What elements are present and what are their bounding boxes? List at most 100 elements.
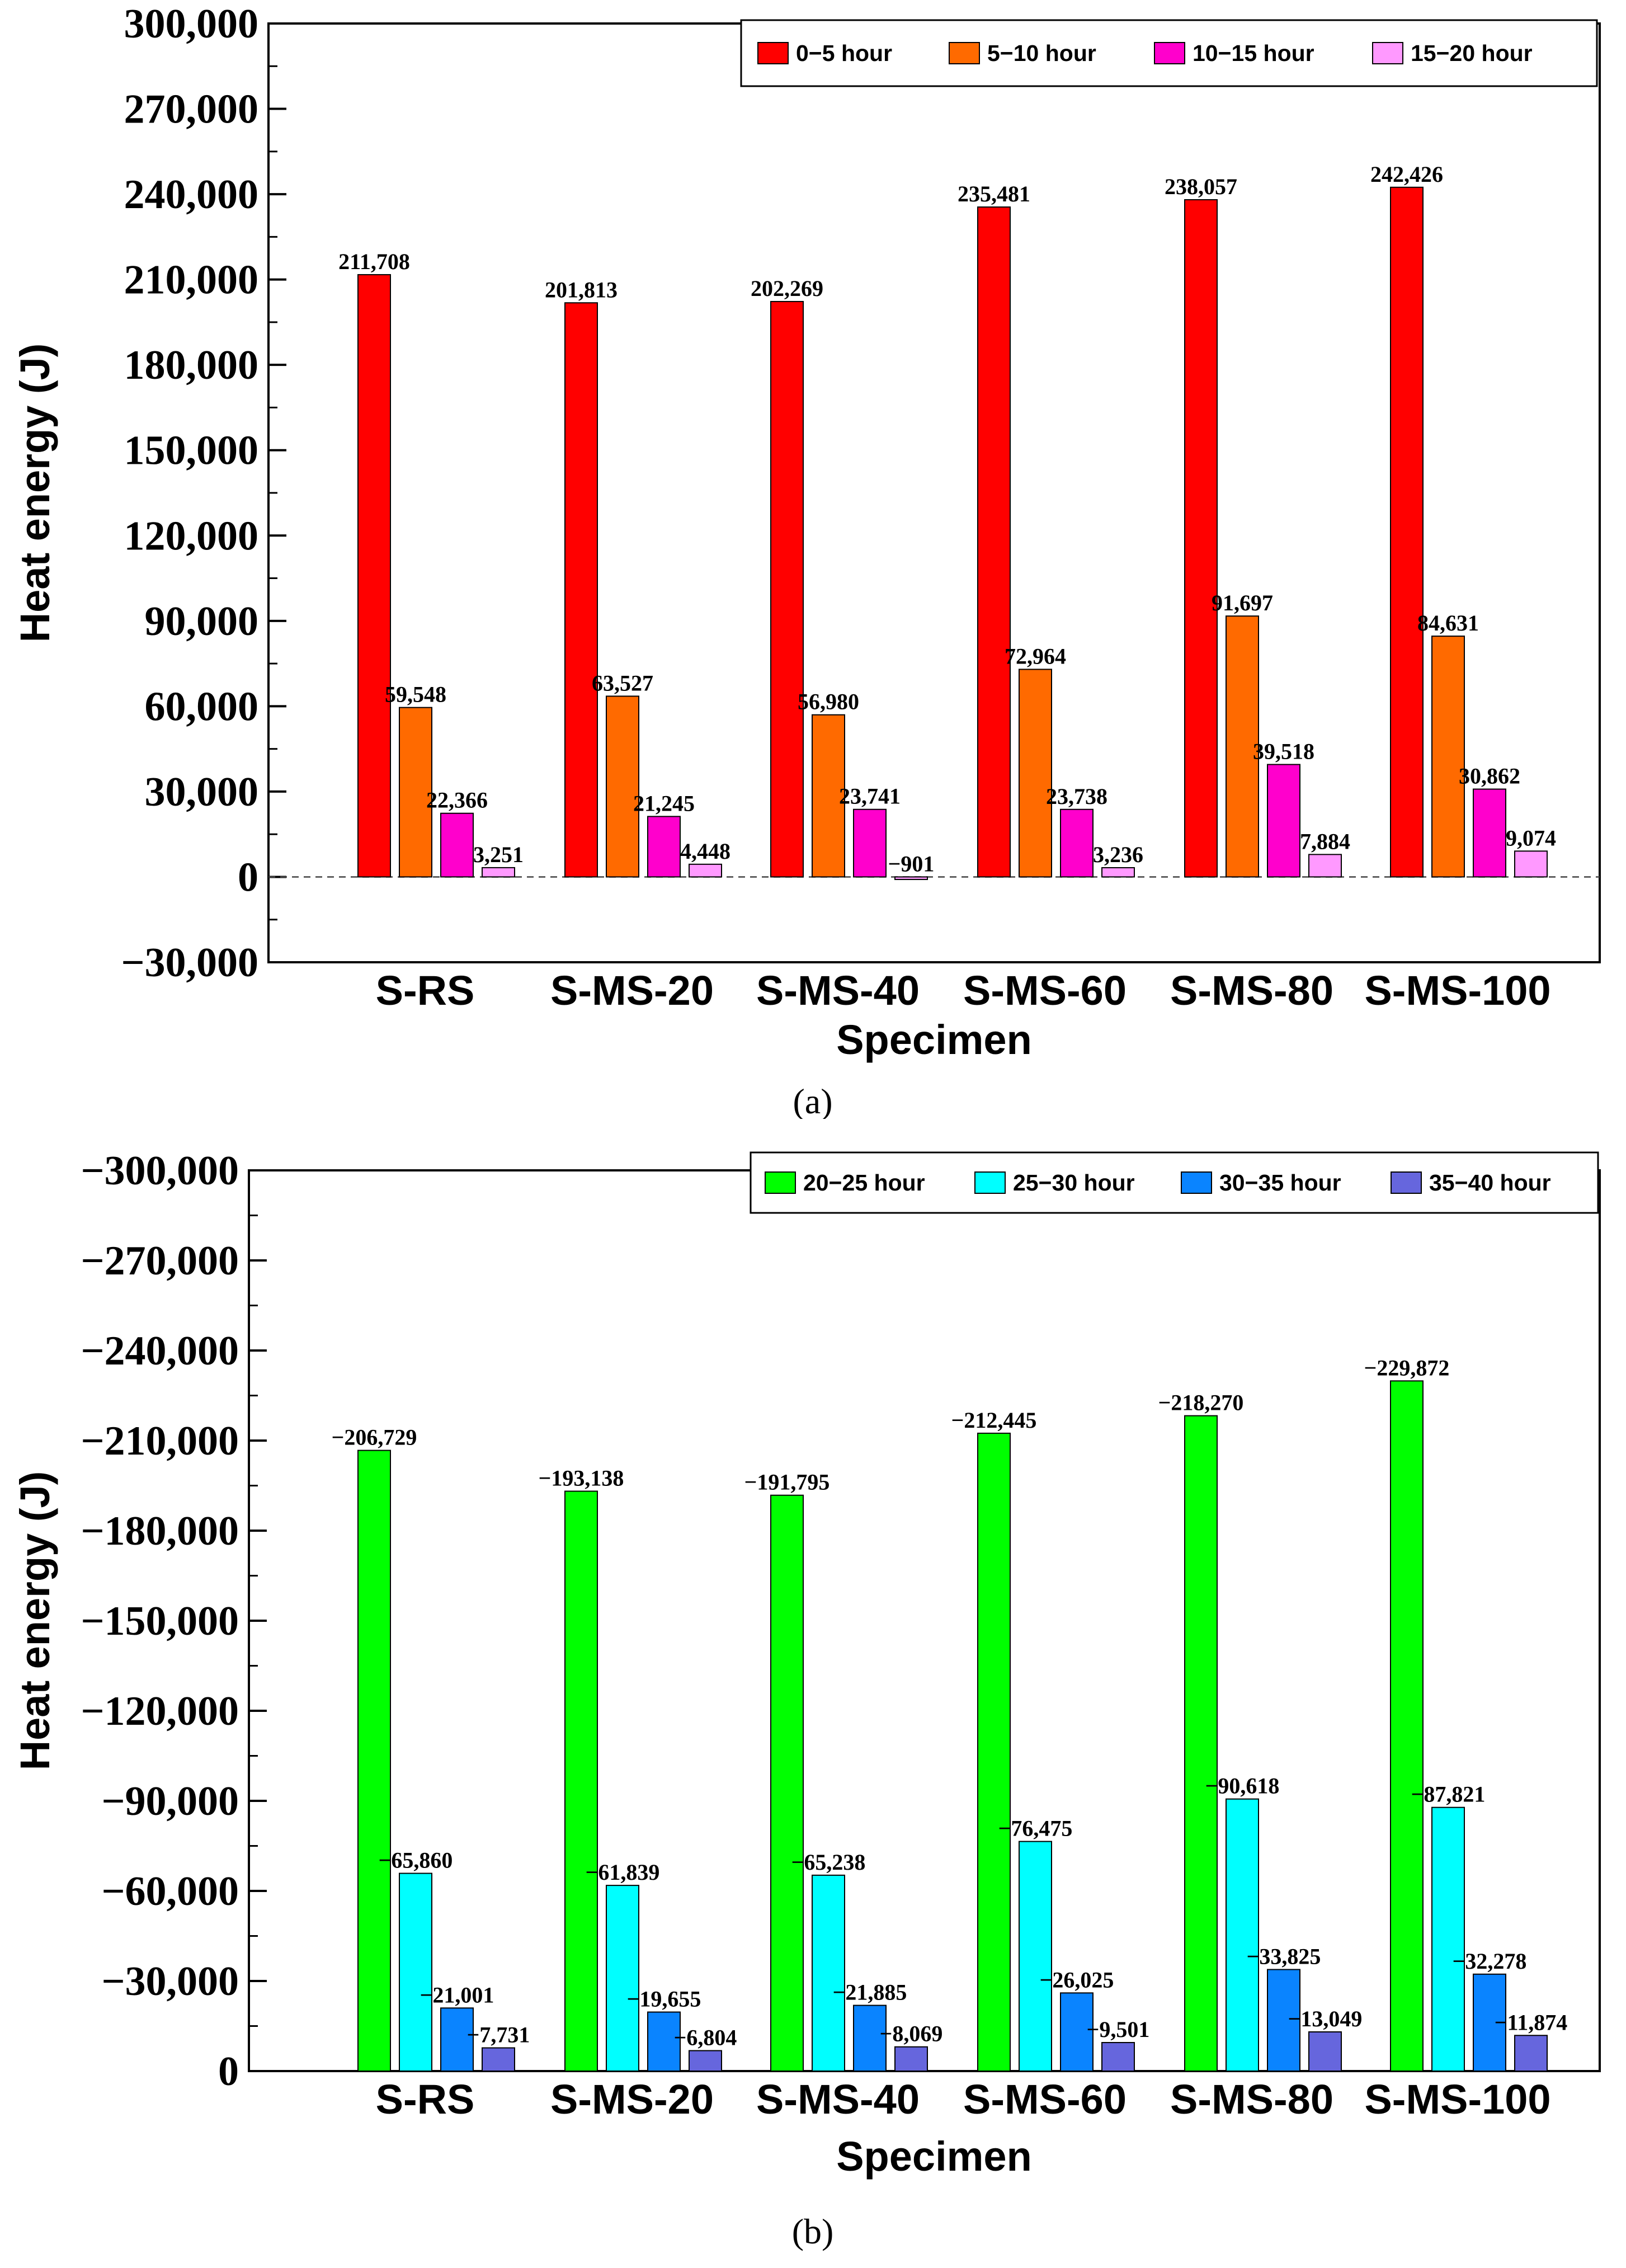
data-label: −90,618 xyxy=(1205,1773,1280,1799)
data-label: −8,069 xyxy=(880,2021,943,2046)
y-tick-label: −270,000 xyxy=(81,1238,239,1284)
bar xyxy=(853,808,887,878)
legend-label: 25−30 hour xyxy=(1013,1170,1135,1196)
bar xyxy=(564,302,598,878)
bar xyxy=(1267,1969,1300,2072)
bar xyxy=(1308,854,1342,878)
bar xyxy=(1019,1841,1052,2072)
bar xyxy=(812,714,845,878)
legend-swatch xyxy=(757,42,789,64)
data-label: −21,001 xyxy=(420,1982,494,2007)
y-tick-label: −240,000 xyxy=(81,1328,239,1374)
legend-label: 35−40 hour xyxy=(1429,1170,1551,1196)
bar xyxy=(440,2007,474,2072)
legend-label: 5−10 hour xyxy=(987,40,1096,66)
y-tick-label: −120,000 xyxy=(81,1688,239,1734)
bar xyxy=(1101,867,1135,878)
bar xyxy=(1184,1415,1218,2072)
y-tick-label: 270,000 xyxy=(124,87,259,133)
legend-label: 0−5 hour xyxy=(796,40,892,66)
y-tick-label: −30,000 xyxy=(121,940,258,986)
legend-swatch xyxy=(949,42,980,64)
bar xyxy=(399,707,432,878)
bar xyxy=(606,1885,639,2072)
y-tick-label: −30,000 xyxy=(101,1959,239,2005)
bar xyxy=(1019,669,1052,878)
bar xyxy=(564,1490,598,2072)
legend-label: 30−35 hour xyxy=(1219,1170,1341,1196)
bar xyxy=(770,1494,804,2072)
bar xyxy=(812,1874,845,2072)
data-label: −9,501 xyxy=(1087,2017,1150,2042)
y-tick-label: −60,000 xyxy=(101,1869,239,1914)
data-label: −33,825 xyxy=(1247,1944,1321,1969)
y-axis-label: Heat energy (J) xyxy=(12,344,58,643)
bar xyxy=(977,206,1011,878)
data-label: −13,049 xyxy=(1288,2006,1363,2031)
legend-swatch xyxy=(1154,42,1185,64)
data-label: 211,708 xyxy=(338,249,410,274)
y-tick-label: 0 xyxy=(218,2049,239,2095)
x-category-label: S-RS xyxy=(376,2076,475,2123)
data-label: −901 xyxy=(888,851,935,876)
data-label: 23,738 xyxy=(1046,784,1107,809)
bar xyxy=(647,2011,681,2072)
x-category-label: S-MS-100 xyxy=(1364,2076,1550,2123)
y-tick-label: 300,000 xyxy=(124,1,259,47)
bar xyxy=(1101,2042,1135,2072)
data-label: 22,366 xyxy=(426,788,488,813)
x-category-label: S-MS-40 xyxy=(756,2076,920,2123)
bar xyxy=(1226,615,1259,878)
bar xyxy=(894,2046,928,2072)
data-label: 21,245 xyxy=(633,790,695,816)
data-label: 235,481 xyxy=(958,181,1030,206)
y-tick-label: −90,000 xyxy=(101,1778,239,1824)
x-category-label: S-MS-100 xyxy=(1364,967,1550,1014)
legend-box xyxy=(750,1151,1599,1214)
data-label: 238,057 xyxy=(1165,174,1237,199)
data-label: 9,074 xyxy=(1506,825,1556,850)
bar xyxy=(1060,808,1094,878)
data-label: 7,884 xyxy=(1300,829,1350,854)
y-tick-label: 30,000 xyxy=(145,769,259,815)
legend-swatch xyxy=(1391,1171,1422,1194)
bar xyxy=(689,863,722,878)
bar xyxy=(1514,850,1548,878)
data-label: 30,862 xyxy=(1459,764,1520,789)
data-label: 91,697 xyxy=(1212,590,1273,615)
bar xyxy=(357,1450,391,2072)
data-label: 59,548 xyxy=(385,682,446,707)
x-axis-label: Specimen xyxy=(836,1017,1032,1063)
data-label: −191,795 xyxy=(744,1470,830,1495)
data-label: −65,238 xyxy=(791,1850,866,1875)
legend-swatch xyxy=(765,1171,796,1194)
legend-label: 20−25 hour xyxy=(803,1170,925,1196)
x-category-label: S-MS-20 xyxy=(550,2076,714,2123)
chart-a: −30,000 0 30,000 60,000 90,000 120,000 150,000… xyxy=(12,1,1601,1119)
bar xyxy=(1431,1806,1465,2072)
data-label: −19,655 xyxy=(627,1987,701,2012)
data-label: 63,527 xyxy=(592,670,653,695)
bar xyxy=(357,274,391,878)
bar xyxy=(894,876,928,881)
y-tick-label: 240,000 xyxy=(124,172,259,218)
data-label: −206,729 xyxy=(332,1425,417,1450)
data-label: −76,475 xyxy=(998,1816,1073,1841)
bar xyxy=(1390,186,1424,878)
y-tick-label: 180,000 xyxy=(124,342,259,388)
data-label: 72,964 xyxy=(1005,643,1066,669)
y-tick-label: 60,000 xyxy=(145,684,259,730)
data-label: −32,278 xyxy=(1453,1949,1527,1974)
data-label: 56,980 xyxy=(798,689,859,714)
legend-swatch xyxy=(1372,42,1403,64)
data-label: 201,813 xyxy=(545,277,618,302)
data-label: 242,426 xyxy=(1370,162,1443,187)
bar xyxy=(1473,1973,1506,2072)
bar xyxy=(1184,199,1218,878)
bar xyxy=(606,695,639,878)
y-tick-label: 210,000 xyxy=(124,257,259,303)
bar xyxy=(482,2047,515,2072)
data-label: 23,741 xyxy=(839,784,901,809)
data-label: −193,138 xyxy=(539,1465,624,1490)
bar xyxy=(1431,636,1465,878)
